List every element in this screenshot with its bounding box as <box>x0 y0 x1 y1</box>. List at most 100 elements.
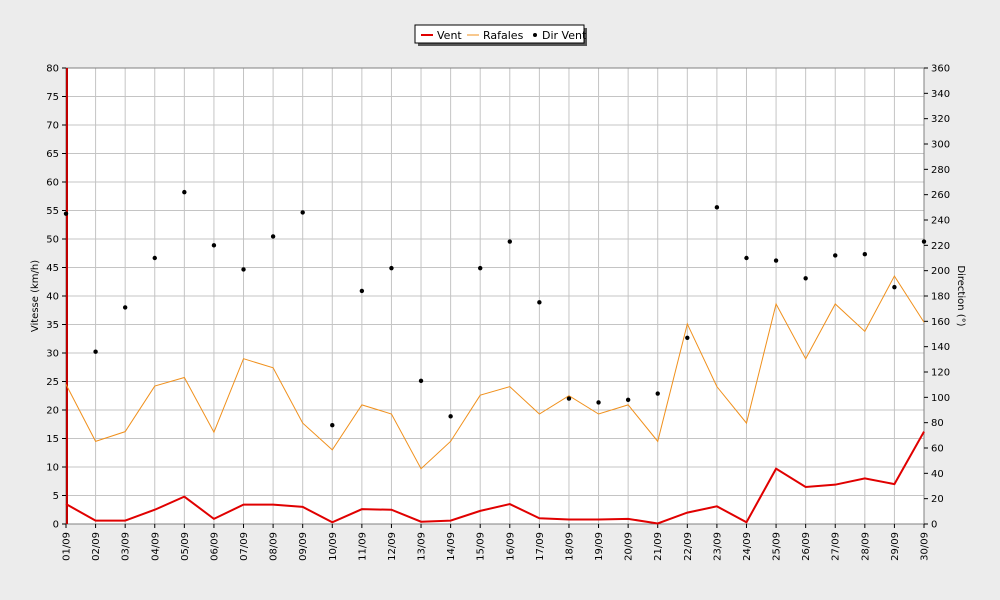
data-point-dir-vent <box>300 210 305 215</box>
x-tick-label: 18/09 <box>564 532 575 561</box>
right-tick-label: 220 <box>931 241 950 252</box>
right-tick-label: 20 <box>931 494 944 505</box>
right-tick-label: 60 <box>931 444 944 455</box>
right-tick-label: 120 <box>931 368 950 379</box>
legend-label-vent: Vent <box>437 29 462 42</box>
x-tick-label: 03/09 <box>121 532 132 561</box>
x-tick-label: 16/09 <box>505 532 516 561</box>
right-tick-label: 360 <box>931 64 950 75</box>
data-point-dir-vent <box>418 378 424 384</box>
right-tick-label: 320 <box>931 114 950 125</box>
right-tick-label: 340 <box>931 89 950 100</box>
data-point-dir-vent <box>330 423 335 428</box>
data-point-dir-vent <box>685 335 690 340</box>
left-tick-label: 45 <box>46 263 59 274</box>
right-tick-label: 40 <box>931 469 944 480</box>
x-tick-label: 01/09 <box>62 532 73 561</box>
left-tick-label: 80 <box>46 64 59 75</box>
x-tick-label: 11/09 <box>357 532 368 561</box>
series-line-rafales <box>65 275 925 470</box>
right-tick-label: 140 <box>931 342 950 353</box>
data-point-dir-vent <box>152 255 157 261</box>
x-tick-label: 20/09 <box>624 532 635 561</box>
x-tick-label: 17/09 <box>535 532 546 561</box>
x-tick-label: 15/09 <box>476 532 487 561</box>
left-tick-label: 20 <box>46 406 59 417</box>
x-tick-label: 08/09 <box>269 532 280 561</box>
x-axis-ticks: 01/09 02/09 03/09 04/09 05/09 06/09 07/09 08/09… <box>62 524 931 561</box>
data-point-dir-vent <box>921 239 927 244</box>
data-point-dir-vent <box>714 205 720 210</box>
right-tick-label: 100 <box>931 393 950 404</box>
series-vent <box>65 431 925 525</box>
data-point-dir-vent <box>241 267 246 272</box>
left-tick-label: 60 <box>46 178 59 189</box>
x-tick-label: 14/09 <box>446 532 457 561</box>
data-point-dir-vent <box>63 211 69 216</box>
data-point-dir-vent <box>507 239 512 244</box>
left-tick-label: 75 <box>46 92 59 103</box>
data-point-dir-vent <box>478 265 483 271</box>
left-tick-label: 40 <box>46 292 59 303</box>
x-tick-label: 02/09 <box>91 532 102 561</box>
left-tick-label: 30 <box>46 349 59 360</box>
right-tick-label: 160 <box>931 317 950 328</box>
legend-label-rafales: Rafales <box>483 29 524 42</box>
data-point-dir-vent <box>773 258 779 263</box>
left-tick-label: 15 <box>46 434 59 445</box>
right-tick-label: 200 <box>931 266 950 277</box>
right-tick-label: 260 <box>931 190 950 201</box>
x-tick-label: 23/09 <box>712 532 723 561</box>
data-point-dir-vent <box>270 234 276 239</box>
x-tick-label: 07/09 <box>239 532 250 561</box>
left-tick-label: 35 <box>46 320 59 331</box>
left-tick-label: 50 <box>46 235 59 246</box>
legend-box <box>414 24 585 44</box>
x-tick-label: 30/09 <box>920 532 931 561</box>
x-tick-label: 13/09 <box>417 532 428 561</box>
left-tick-label: 0 <box>53 520 59 531</box>
left-axis-ticks: 0 5 10 15 20 25 30 35 40 45 50 55 60 65 70 75 80 <box>46 64 66 531</box>
x-tick-label: 25/09 <box>772 532 783 561</box>
x-tick-label: 05/09 <box>180 532 191 561</box>
x-tick-label: 29/09 <box>890 532 901 561</box>
left-tick-label: 55 <box>46 206 59 217</box>
data-point-dir-vent <box>892 284 897 290</box>
data-point-dir-vent <box>803 276 808 281</box>
x-tick-label: 09/09 <box>298 532 309 561</box>
data-point-dir-vent <box>122 305 128 310</box>
legend-label-dir-vent: Dir Vent <box>542 29 587 42</box>
data-point-dir-vent <box>596 400 601 405</box>
x-tick-label: 26/09 <box>801 532 812 561</box>
data-point-dir-vent <box>625 397 631 403</box>
right-tick-label: 240 <box>931 216 950 227</box>
data-point-dir-vent <box>862 252 868 257</box>
series-layer <box>63 189 927 525</box>
data-point-dir-vent <box>389 265 394 271</box>
data-point-dir-vent <box>93 349 98 354</box>
left-tick-label: 25 <box>46 377 59 388</box>
x-tick-label: 10/09 <box>328 532 339 561</box>
y-axis-label-left: Vitesse (km/h) <box>30 260 41 332</box>
data-point-dir-vent <box>744 255 749 261</box>
right-axis-ticks: 0 20 40 60 80 100 120 140 160 180 200 220 240 260 280 3… <box>924 64 950 531</box>
x-tick-label: 22/09 <box>683 532 694 561</box>
data-point-dir-vent <box>359 288 365 294</box>
left-tick-label: 65 <box>46 149 59 160</box>
data-point-dir-vent <box>182 189 187 195</box>
x-tick-label: 04/09 <box>150 532 161 561</box>
series-dir-vent <box>63 189 927 428</box>
legend-swatch-dir-vent <box>533 33 537 37</box>
x-tick-label: 12/09 <box>387 532 398 561</box>
y-axis-label-right: Direction (°) <box>955 265 966 326</box>
x-tick-label: 27/09 <box>831 532 842 561</box>
legend: Vent Rafales Dir Vent <box>414 24 587 46</box>
right-tick-label: 80 <box>931 418 944 429</box>
left-tick-label: 10 <box>46 463 59 474</box>
right-tick-label: 180 <box>931 292 950 303</box>
x-tick-label: 19/09 <box>594 532 605 561</box>
right-tick-label: 280 <box>931 165 950 176</box>
data-point-dir-vent <box>537 300 542 305</box>
left-tick-label: 70 <box>46 121 59 132</box>
